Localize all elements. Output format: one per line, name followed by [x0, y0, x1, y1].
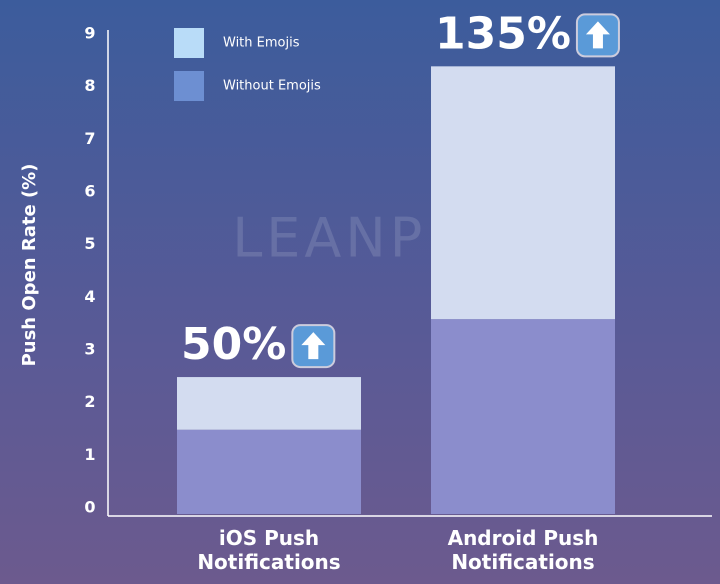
y-tick-label: 6	[84, 182, 95, 201]
annotation: 50%	[181, 319, 286, 370]
y-axis-label: Push Open Rate (%)	[19, 164, 40, 367]
y-tick-label: 4	[84, 287, 95, 306]
annotation: 135%	[435, 8, 571, 59]
legend-swatch	[174, 71, 204, 101]
y-tick-label: 1	[84, 445, 95, 464]
up-arrow-icon	[575, 13, 620, 58]
x-tick-label: Android Push Notifications	[447, 526, 599, 574]
up-arrow-icon	[291, 324, 336, 369]
legend-swatch	[174, 28, 204, 58]
bar-segment	[177, 377, 361, 430]
x-tick-label: iOS Push Notifications	[197, 526, 341, 574]
legend-label: Without Emojis	[223, 79, 321, 94]
bar-segment	[431, 66, 615, 320]
bar-segment	[177, 429, 361, 514]
bar-segment	[431, 319, 615, 514]
y-tick-label: 8	[84, 76, 95, 95]
y-tick-label: 5	[84, 234, 95, 253]
y-tick-label: 0	[84, 498, 95, 517]
y-tick-label: 9	[84, 24, 95, 43]
y-tick-label: 7	[84, 129, 95, 148]
y-tick-label: 3	[84, 340, 95, 359]
y-tick-label: 2	[84, 392, 95, 411]
legend-label: With Emojis	[223, 36, 300, 51]
